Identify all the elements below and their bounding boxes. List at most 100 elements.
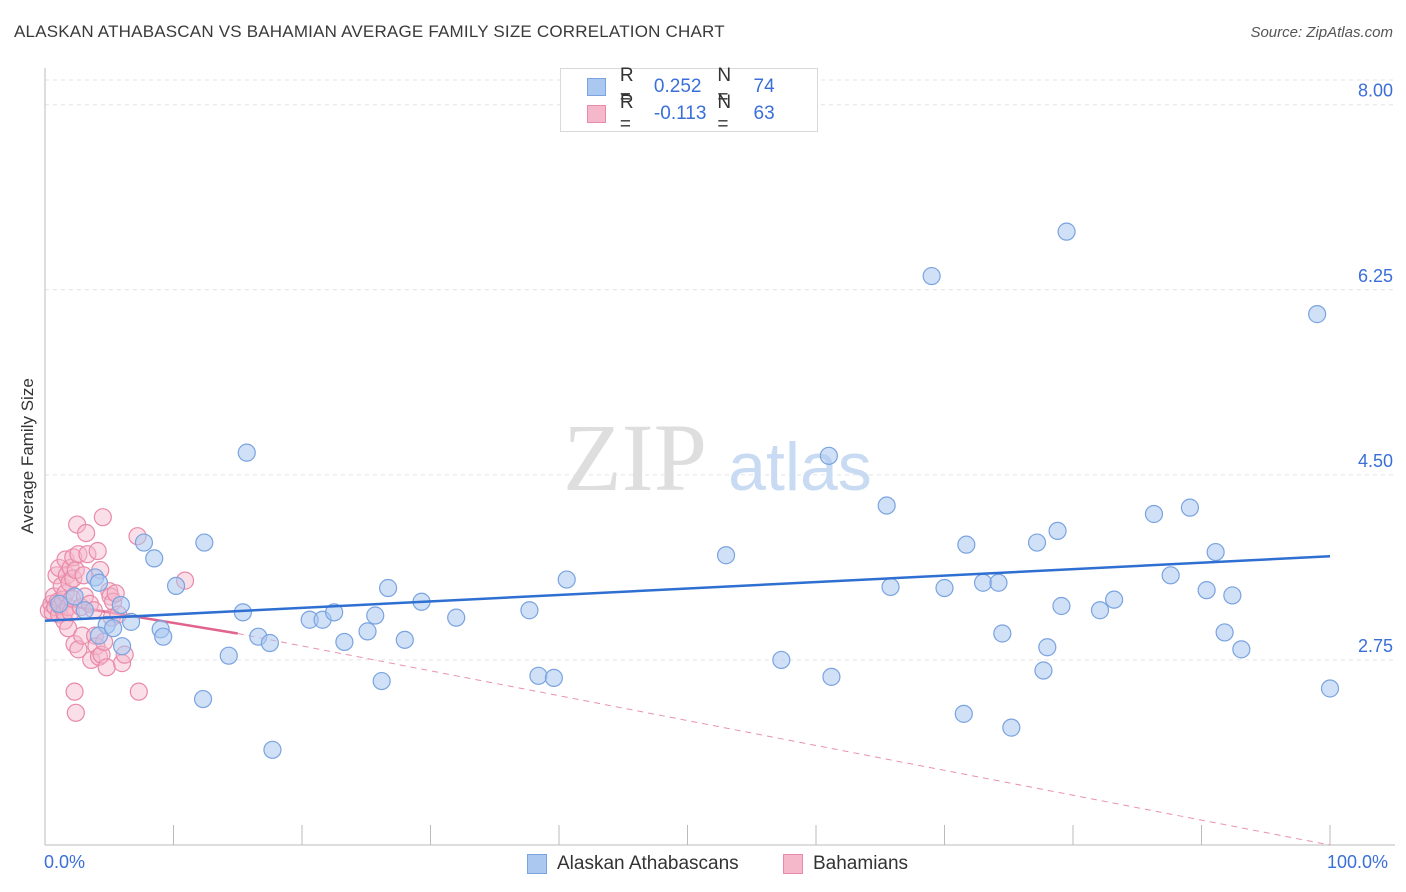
athabascans-point	[1090, 601, 1110, 620]
athabascans-point	[1161, 566, 1180, 585]
athabascans-point	[557, 570, 576, 589]
athabascans-point	[395, 630, 414, 649]
chart-title: ALASKAN ATHABASCAN VS BAHAMIAN AVERAGE F…	[14, 22, 725, 41]
athabascans-point	[1223, 586, 1242, 605]
athabascans-points	[50, 222, 1340, 759]
y-tick-label: 2.75	[1358, 636, 1393, 656]
athabascans-point	[134, 533, 154, 552]
athabascans-point	[1057, 222, 1076, 241]
x-tick-label-min: 0.0%	[44, 852, 86, 872]
watermark-atlas: atlas	[728, 429, 872, 505]
bahamians-point	[129, 682, 148, 701]
athabascans-point	[993, 624, 1012, 643]
athabascans-point	[1206, 542, 1225, 562]
athabascans-trend-line	[44, 555, 1331, 623]
source-label: Source: ZipAtlas.com	[1250, 24, 1393, 41]
bottom-legend-label: Bahamians	[813, 853, 909, 874]
bahamians-point	[66, 703, 85, 722]
athabascans-point	[989, 573, 1008, 592]
athabascans-point	[1320, 679, 1340, 698]
athabascans-point	[881, 577, 900, 597]
athabascans-point	[447, 608, 466, 627]
bahamians-point	[78, 545, 97, 564]
legend-n-label: N =	[717, 92, 732, 135]
athabascans-point	[1038, 638, 1057, 657]
legend-r-label: R =	[619, 92, 634, 135]
athabascans-point	[935, 578, 954, 598]
athabascans-point	[219, 646, 238, 665]
legend-r-value: 0.252	[653, 76, 702, 97]
athabascans-point	[263, 740, 282, 759]
legend-n-value: 63	[753, 103, 775, 124]
bottom-legend-athabascans: Alaskan Athabascans	[527, 851, 739, 877]
athabascans-point	[335, 632, 354, 652]
axes	[44, 68, 1395, 846]
athabascans-point	[1002, 718, 1021, 737]
bahamians-point	[77, 523, 96, 543]
bahamians-trend	[44, 600, 1331, 846]
athabascans-point	[957, 535, 976, 554]
athabascans-point	[1048, 521, 1067, 541]
athabascans-point	[1034, 661, 1053, 680]
athabascans-point	[716, 546, 736, 565]
legend-r-value: -0.113	[653, 103, 707, 124]
athabascans-point	[1052, 596, 1071, 616]
legend-row-athabascans: R = 0.252 N = 74	[587, 65, 817, 108]
athabascans-point	[358, 622, 377, 641]
athabascans-point	[822, 667, 841, 686]
x-tick-label-max: 100.0%	[1327, 852, 1389, 872]
legend-row-bahamians: R = -0.113 N = 63	[587, 92, 817, 135]
athabascans-point	[75, 601, 94, 620]
athabascans-point	[111, 595, 130, 615]
athabascans-point	[1215, 623, 1234, 642]
athabascans-point	[1180, 498, 1200, 517]
bottom-legend-label: Alaskan Athabascans	[557, 853, 739, 874]
legend-n-label: N =	[717, 65, 732, 108]
bahamians-trend-extension	[237, 633, 1331, 846]
watermark-zip: ZIP	[563, 404, 707, 511]
athabascans-point	[366, 606, 385, 625]
bahamians-point	[65, 682, 84, 701]
bottom-legend-bahamians: Bahamians	[783, 851, 908, 877]
athabascans-trend	[44, 555, 1331, 623]
athabascans-point	[65, 587, 84, 606]
athabascans-point	[237, 443, 256, 462]
athabascans-point	[260, 633, 279, 653]
athabascans-point	[193, 689, 213, 709]
athabascans-point	[325, 603, 344, 622]
athabascans-point	[529, 666, 548, 685]
grid-lines	[45, 79, 1395, 661]
athabascans-point	[89, 573, 109, 592]
bahamians-point	[88, 541, 107, 561]
athabascans-point	[50, 594, 69, 613]
athabascans-point	[1232, 640, 1251, 659]
legend-n-value: 74	[753, 76, 775, 97]
bahamians-point	[69, 640, 88, 659]
athabascans-point	[1144, 504, 1164, 524]
bahamians-point	[93, 508, 112, 527]
athabascans-point	[1308, 305, 1327, 324]
athabascans-point	[166, 576, 186, 596]
athabascans-point	[372, 671, 391, 691]
y-tick-label: 8.00	[1358, 81, 1393, 101]
y-tick-label: 4.50	[1358, 451, 1393, 471]
athabascans-point	[1197, 581, 1216, 600]
bottom-legend-swatch-blue	[527, 854, 547, 874]
athabascans-point	[104, 619, 123, 638]
stats-legend: R = 0.252 N = 74 R = -0.113 N = 63	[560, 65, 818, 135]
bahamians-point	[97, 658, 116, 677]
athabascans-point	[112, 637, 132, 656]
y-tick-labels: 2.75 4.50 6.25 8.00	[1358, 81, 1393, 656]
athabascans-point	[154, 627, 173, 646]
athabascans-point	[1027, 533, 1047, 552]
legend-swatch-blue	[587, 78, 606, 96]
athabascans-point	[973, 573, 993, 592]
athabascans-point	[954, 704, 973, 723]
y-tick-label: 6.25	[1358, 266, 1393, 286]
athabascans-point	[195, 533, 214, 552]
athabascans-point	[877, 496, 896, 515]
bottom-legend-swatch-pink	[783, 854, 803, 874]
legend-swatch-pink	[587, 105, 606, 123]
athabascans-point	[145, 549, 164, 568]
